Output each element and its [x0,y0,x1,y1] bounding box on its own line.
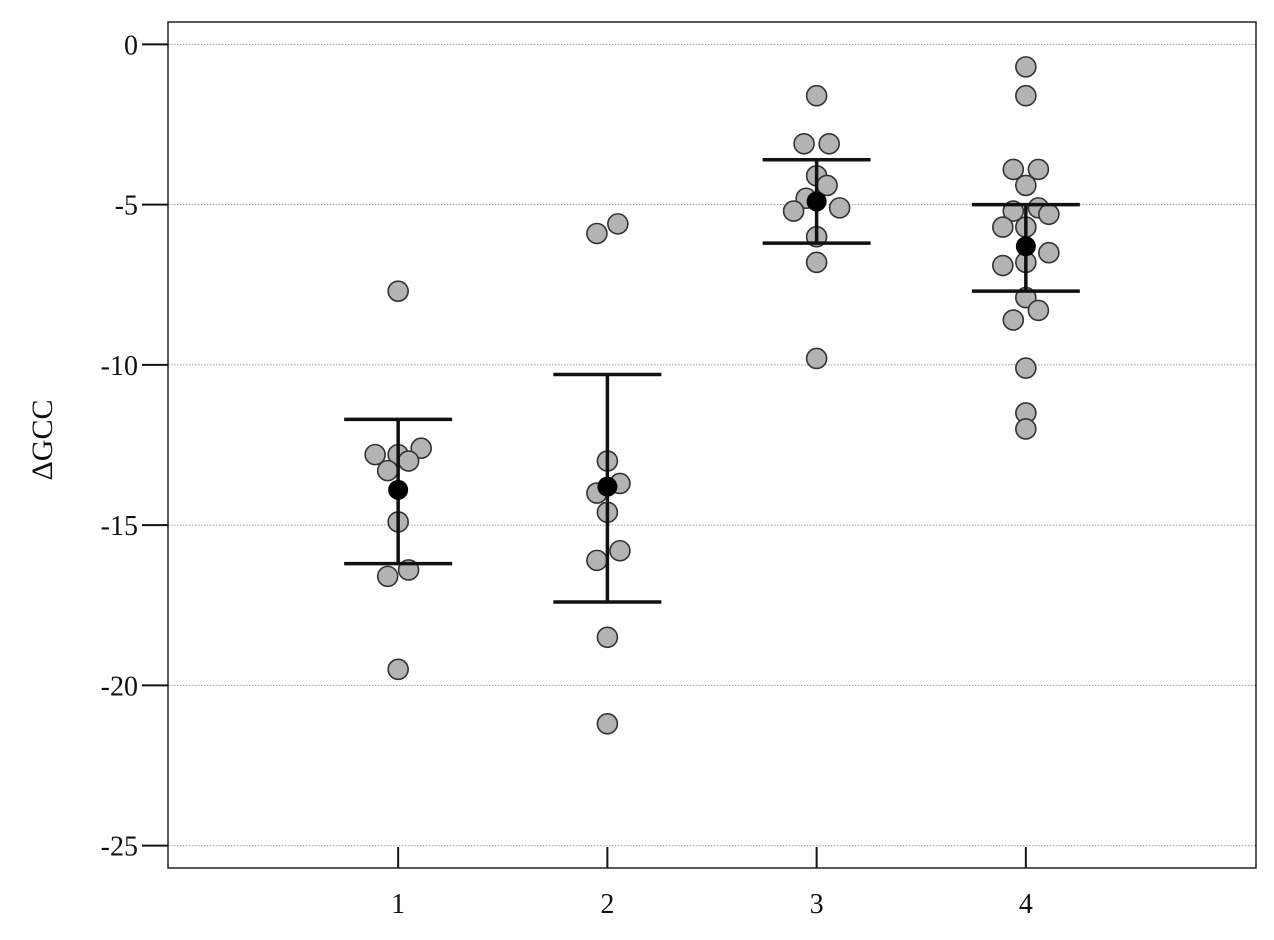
data-point [818,132,840,155]
y-tick-label: -15 [101,511,138,542]
data-point [1027,299,1050,322]
y-tick-label: 0 [124,30,138,61]
mean-marker [597,476,618,497]
y-axis: 0 -5 -10 -15 -20 -25 [101,30,168,863]
data-point [1002,309,1025,331]
x-axis: 1 2 3 4 [391,847,1033,920]
y-axis-label: ΔGCC [26,400,59,481]
x-tick-label: 1 [391,889,405,920]
mean-marker [806,191,827,212]
data-point [609,539,631,562]
data-point [1015,174,1037,197]
data-point [376,459,399,482]
data-point [596,626,619,649]
data-point [586,549,608,572]
data-point [805,251,828,274]
data-point [793,132,815,155]
y-tick-label: -5 [115,191,138,222]
data-point [376,565,399,588]
data-point [607,213,629,235]
data-point [410,437,432,460]
data-point [586,222,608,245]
x-tick-label: 2 [600,889,614,920]
group-means [388,191,1036,500]
mean-marker [388,479,409,500]
data-point [805,84,828,107]
gridlines [168,43,1256,847]
data-point [1038,241,1060,264]
y-tick-label: -20 [101,671,138,702]
data-point [805,347,828,370]
plot-frame [167,21,1257,869]
data-points [364,56,1060,735]
mean-marker [1015,236,1036,257]
data-point [782,200,805,222]
data-point [1015,357,1037,379]
x-tick-label: 4 [1019,889,1033,920]
error-bars [344,158,1080,604]
data-point [387,280,409,302]
data-point [992,254,1014,277]
y-tick-label: -10 [101,351,138,382]
data-point [1002,158,1025,181]
data-point [364,443,386,466]
data-point [1015,84,1037,107]
x-tick-label: 3 [810,889,824,920]
data-point [1015,418,1037,440]
data-point [397,450,420,472]
y-tick-label: -25 [101,832,138,863]
data-point [1027,158,1050,181]
data-point [1015,56,1037,78]
data-point [992,216,1014,238]
data-point [1038,203,1060,226]
data-point [387,658,409,681]
data-point [596,712,619,735]
data-point [828,197,851,219]
